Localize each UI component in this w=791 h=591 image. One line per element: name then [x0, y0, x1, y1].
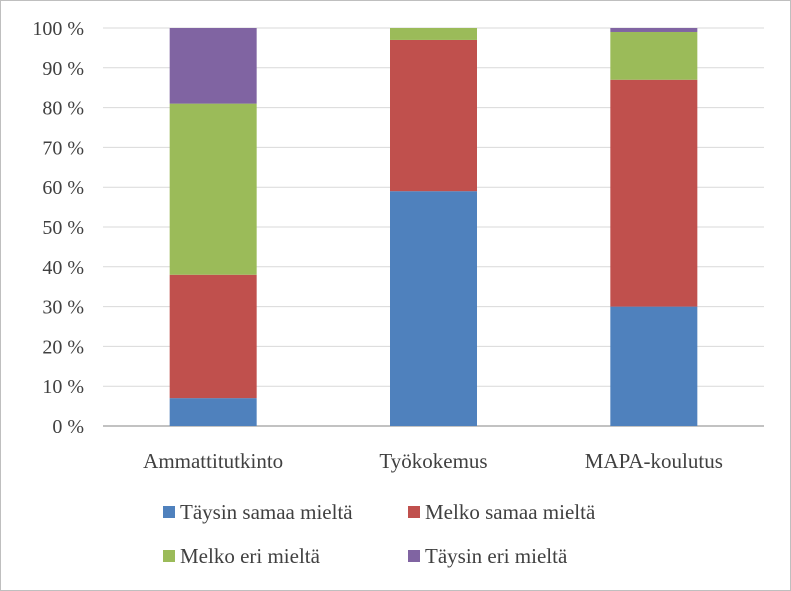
- bar-segment: [390, 39, 477, 192]
- y-tick-label: 80 %: [42, 98, 84, 120]
- y-tick-label: 40 %: [42, 257, 84, 279]
- y-tick-label: 90 %: [42, 58, 84, 80]
- y-tick-label: 100 %: [32, 18, 84, 40]
- bar-segment: [610, 306, 698, 426]
- y-tick-label: 30 %: [42, 297, 84, 319]
- legend-swatch: [163, 506, 175, 518]
- bar-segment: [390, 191, 477, 426]
- legend: Täysin samaa mieltä Melko samaa mieltä Mel…: [163, 500, 596, 568]
- bars: [169, 28, 698, 426]
- x-category-label: MAPA-koulutus: [585, 449, 723, 473]
- bar-segment: [610, 79, 698, 307]
- bar-segment: [610, 31, 698, 80]
- y-tick-label: 50 %: [42, 217, 84, 239]
- legend-label: Täysin eri mieltä: [425, 544, 568, 568]
- bar-segment: [169, 398, 257, 426]
- y-tick-label: 0 %: [52, 416, 84, 438]
- legend-label: Täysin samaa mieltä: [180, 500, 353, 524]
- legend-swatch: [163, 550, 175, 562]
- x-category-label: Työkokemus: [379, 449, 487, 473]
- bar-segment: [390, 28, 477, 40]
- y-tick-label: 70 %: [42, 137, 84, 159]
- bar-segment: [169, 28, 257, 104]
- y-axis-ticks: 0 % 10 % 20 % 30 % 40 % 50 % 60 % 70 % 80 % 90 % 1…: [32, 18, 84, 438]
- bar-segment: [169, 103, 257, 275]
- legend-swatch: [408, 506, 420, 518]
- bar-segment: [169, 274, 257, 399]
- x-axis-categories: Ammattitutkinto Työkokemus MAPA-koulutus: [143, 449, 723, 473]
- legend-swatch: [408, 550, 420, 562]
- y-tick-label: 10 %: [42, 376, 84, 398]
- x-category-label: Ammattitutkinto: [143, 449, 283, 473]
- bar-segment: [610, 28, 698, 32]
- y-tick-label: 60 %: [42, 177, 84, 199]
- y-tick-label: 20 %: [42, 336, 84, 358]
- legend-label: Melko eri mieltä: [180, 544, 321, 568]
- legend-label: Melko samaa mieltä: [425, 500, 596, 524]
